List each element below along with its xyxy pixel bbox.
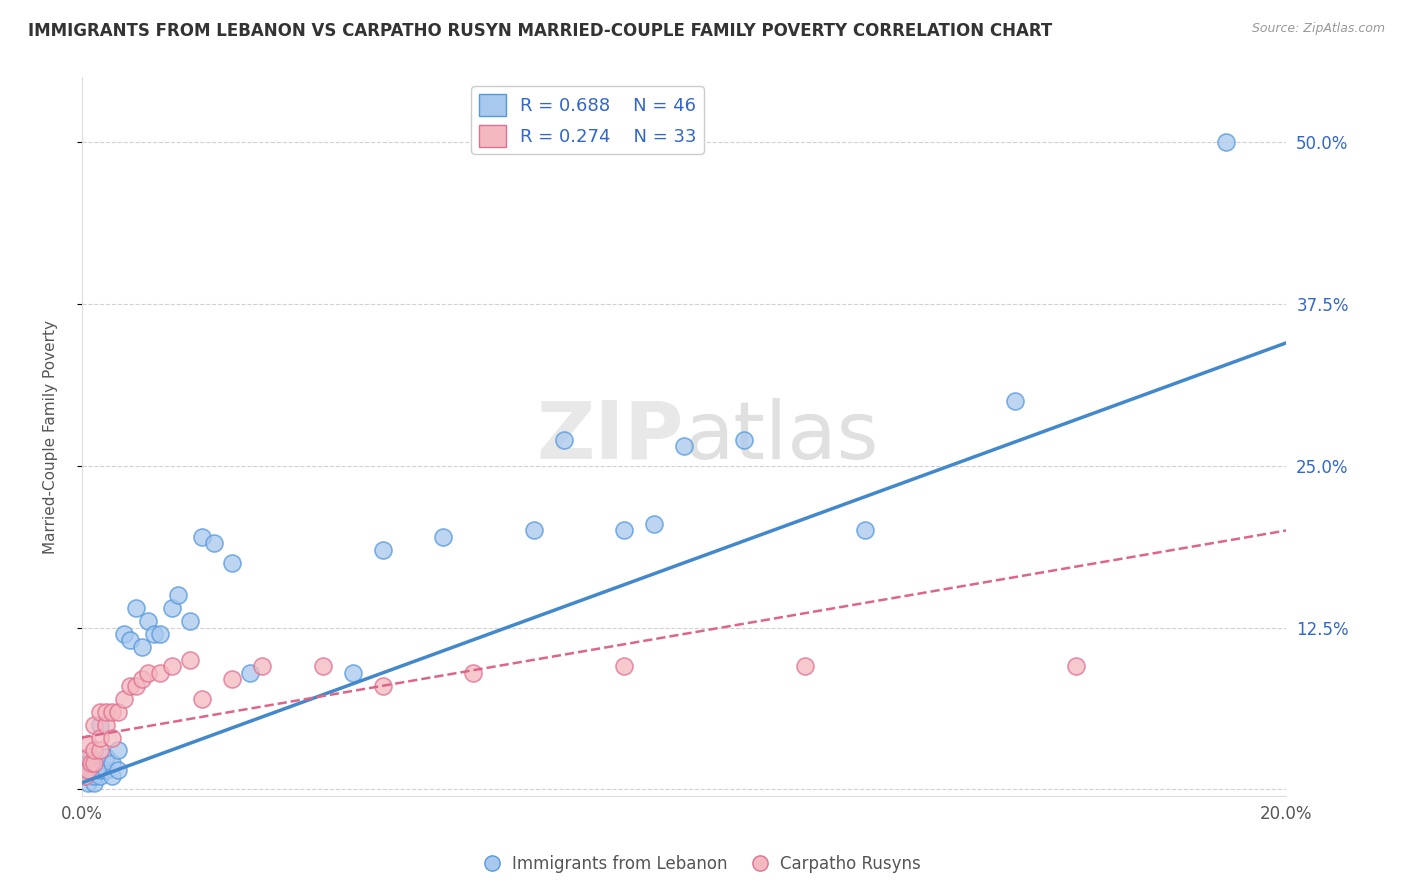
Point bbox=[86, 756, 108, 771]
Point bbox=[101, 705, 124, 719]
Point bbox=[112, 691, 135, 706]
Point bbox=[149, 627, 172, 641]
Point bbox=[80, 763, 103, 777]
Point bbox=[107, 705, 129, 719]
Point bbox=[613, 659, 636, 673]
Point bbox=[83, 756, 105, 771]
Point bbox=[432, 530, 454, 544]
Point bbox=[89, 769, 111, 783]
Point bbox=[76, 737, 98, 751]
Point bbox=[1004, 394, 1026, 409]
Point bbox=[131, 673, 153, 687]
Point bbox=[94, 750, 117, 764]
Point bbox=[89, 763, 111, 777]
Point bbox=[221, 673, 243, 687]
Point bbox=[83, 717, 105, 731]
Point bbox=[522, 524, 544, 538]
Point bbox=[125, 601, 148, 615]
Text: atlas: atlas bbox=[685, 398, 879, 475]
Point bbox=[202, 536, 225, 550]
Point bbox=[312, 659, 335, 673]
Y-axis label: Married-Couple Family Poverty: Married-Couple Family Poverty bbox=[44, 319, 58, 554]
Point bbox=[733, 433, 755, 447]
Point bbox=[76, 750, 98, 764]
Legend: Immigrants from Lebanon, Carpatho Rusyns: Immigrants from Lebanon, Carpatho Rusyns bbox=[479, 848, 927, 880]
Point bbox=[89, 731, 111, 745]
Point bbox=[371, 542, 394, 557]
Legend: R = 0.688    N = 46, R = 0.274    N = 33: R = 0.688 N = 46, R = 0.274 N = 33 bbox=[471, 87, 704, 154]
Point bbox=[643, 516, 665, 531]
Point bbox=[342, 665, 364, 680]
Point bbox=[613, 524, 636, 538]
Point bbox=[793, 659, 815, 673]
Point bbox=[125, 679, 148, 693]
Point bbox=[118, 633, 141, 648]
Point bbox=[673, 439, 696, 453]
Point bbox=[149, 665, 172, 680]
Point bbox=[89, 717, 111, 731]
Point bbox=[101, 769, 124, 783]
Point bbox=[179, 614, 201, 628]
Point bbox=[73, 769, 96, 783]
Text: ZIP: ZIP bbox=[537, 398, 685, 475]
Point bbox=[83, 769, 105, 783]
Point bbox=[371, 679, 394, 693]
Point bbox=[73, 769, 96, 783]
Point bbox=[252, 659, 274, 673]
Point bbox=[107, 763, 129, 777]
Point bbox=[160, 601, 183, 615]
Point bbox=[553, 433, 575, 447]
Point bbox=[76, 756, 98, 771]
Point bbox=[221, 556, 243, 570]
Point bbox=[1064, 659, 1087, 673]
Point bbox=[191, 530, 214, 544]
Point bbox=[160, 659, 183, 673]
Point bbox=[463, 665, 485, 680]
Point bbox=[107, 743, 129, 757]
Point bbox=[136, 614, 159, 628]
Point bbox=[83, 763, 105, 777]
Point bbox=[76, 763, 98, 777]
Point bbox=[191, 691, 214, 706]
Point bbox=[80, 750, 103, 764]
Point bbox=[89, 743, 111, 757]
Point bbox=[80, 756, 103, 771]
Point bbox=[112, 627, 135, 641]
Point bbox=[131, 640, 153, 654]
Point bbox=[76, 763, 98, 777]
Point bbox=[83, 756, 105, 771]
Point bbox=[1215, 135, 1237, 149]
Point bbox=[83, 776, 105, 790]
Point bbox=[94, 705, 117, 719]
Point bbox=[143, 627, 166, 641]
Point bbox=[136, 665, 159, 680]
Point bbox=[853, 524, 876, 538]
Point bbox=[101, 731, 124, 745]
Point bbox=[83, 743, 105, 757]
Point bbox=[118, 679, 141, 693]
Point bbox=[167, 588, 190, 602]
Point bbox=[76, 776, 98, 790]
Point bbox=[239, 665, 262, 680]
Point bbox=[94, 717, 117, 731]
Text: IMMIGRANTS FROM LEBANON VS CARPATHO RUSYN MARRIED-COUPLE FAMILY POVERTY CORRELAT: IMMIGRANTS FROM LEBANON VS CARPATHO RUSY… bbox=[28, 22, 1052, 40]
Point bbox=[101, 756, 124, 771]
Point bbox=[89, 705, 111, 719]
Point bbox=[179, 653, 201, 667]
Point bbox=[94, 763, 117, 777]
Text: Source: ZipAtlas.com: Source: ZipAtlas.com bbox=[1251, 22, 1385, 36]
